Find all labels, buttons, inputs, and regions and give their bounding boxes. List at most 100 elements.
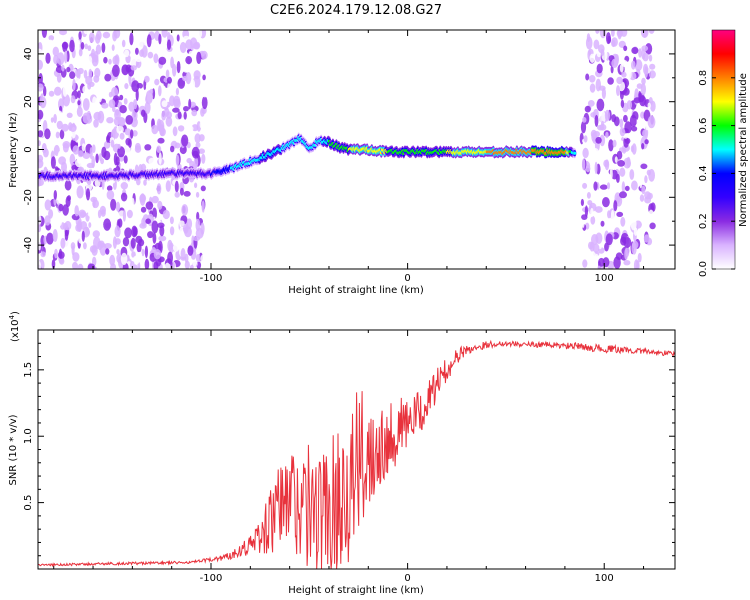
noise-blob [147,231,154,239]
noise-blob [596,92,601,101]
noise-blob [71,164,78,171]
noise-blob [62,94,70,107]
noise-blob [608,139,614,152]
noise-blob [594,253,599,263]
noise-blob [161,100,168,108]
noise-blob [89,147,93,160]
noise-blob [158,56,167,65]
noise-blob [147,51,154,59]
noise-blob [120,182,128,190]
noise-blob [201,200,205,213]
snr-x-axis-label: Height of straight line (km) [288,585,424,596]
x-tick-label: 100 [595,573,614,584]
noise-blob [144,101,151,114]
noise-blob [113,152,118,166]
noise-blob [198,30,203,38]
noise-blob [38,109,44,120]
noise-blob [43,148,49,158]
noise-blob [631,47,639,54]
noise-blob [616,85,620,97]
noise-blob [220,63,224,73]
noise-blob [131,197,135,211]
noise-blob [648,70,656,79]
noise-blob [616,150,623,160]
noise-blob [200,107,205,117]
noise-blob [641,77,646,85]
noise-blob [217,184,222,195]
noise-blob [630,217,637,231]
noise-blob [219,30,225,40]
noise-blob [233,145,239,158]
noise-blob [213,79,219,90]
noise-blob [56,196,64,206]
noise-blob [125,115,133,125]
noise-blob [87,211,96,217]
noise-blob [616,30,624,38]
noise-blob [230,66,236,77]
noise-blob [69,71,76,79]
noise-blob [93,119,99,128]
noise-blob [636,83,643,89]
noise-blob [134,145,142,153]
noise-blob [122,209,126,222]
noise-blob [58,156,66,165]
noise-blob [38,261,41,269]
noise-blob [83,30,89,35]
noise-blob [229,91,233,100]
noise-blob [63,50,68,64]
noise-blob [81,230,85,242]
noise-blob [191,109,198,117]
x-tick-label: -100 [200,573,223,584]
noise-blob [119,105,127,114]
noise-blob [193,70,201,80]
noise-blob [153,179,158,190]
noise-blob [220,41,226,48]
noise-blob [613,200,618,212]
noise-blob [54,86,62,96]
noise-blob [126,209,133,219]
noise-blob [643,234,650,243]
noise-blob [135,56,143,62]
noise-blob [127,138,132,148]
noise-blob [88,68,93,79]
noise-blob [85,188,91,201]
noise-blob [582,147,589,159]
noise-blob [624,121,632,134]
noise-blob [47,39,54,48]
noise-blob [83,242,87,250]
noise-blob [614,156,618,164]
noise-blob [609,167,613,180]
noise-blob [172,107,180,113]
noise-blob [38,73,43,86]
noise-blob [585,36,593,50]
noise-blob [221,114,227,125]
noise-blob [648,209,654,222]
noise-blob [145,201,154,210]
noise-blob [86,162,95,169]
noise-blob [38,83,44,92]
snr-frame [37,329,676,570]
noise-blob [106,180,112,186]
noise-blob [182,75,188,82]
noise-blob [640,163,648,170]
noise-blob [165,69,170,78]
noise-blob [167,251,174,265]
noise-blob [589,83,596,93]
noise-blob [131,80,140,92]
noise-blob [182,62,190,73]
noise-blob [582,117,587,123]
noise-blob [599,134,606,147]
noise-blob [86,56,94,66]
noise-blob [177,111,182,120]
noise-blob [59,30,67,36]
noise-blob [588,121,593,132]
noise-blob [638,48,642,58]
noise-blob [61,123,69,132]
noise-blob [172,30,179,33]
noise-blob [639,194,645,202]
noise-blob [648,169,655,182]
noise-blob [54,248,58,259]
noise-blob [104,73,112,82]
noise-blob [611,30,615,37]
x-tick-label: 100 [595,273,614,284]
